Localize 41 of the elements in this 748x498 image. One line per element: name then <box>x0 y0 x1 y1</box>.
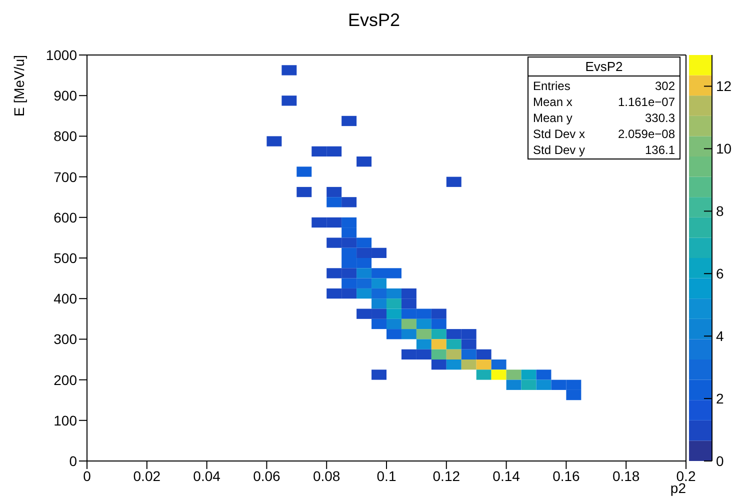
color-bar-label: 2 <box>716 390 724 407</box>
y-tick-label: 300 <box>54 331 78 348</box>
x-tick-label: 0.06 <box>253 468 281 484</box>
y-tick-label: 800 <box>54 128 78 144</box>
color-bar-label: 12 <box>716 78 732 94</box>
x-tick-label: 0.16 <box>552 468 580 484</box>
x-tick-label: 0.08 <box>312 468 340 484</box>
x-tick-label: 0.14 <box>492 468 520 484</box>
annotation: Std Dev y <box>533 143 586 157</box>
x-tick-label: 0.1 <box>376 468 396 484</box>
y-tick-label: 0 <box>69 452 78 469</box>
color-bar-label: 0 <box>716 453 724 469</box>
x-tick-label: 0.12 <box>432 468 460 484</box>
y-tick-label: 900 <box>54 88 78 104</box>
annotation: 1.161e−07 <box>618 95 676 109</box>
x-tick-label: 0 <box>83 468 92 484</box>
y-tick-label: 200 <box>54 372 78 388</box>
x-tick-label: 0.04 <box>193 468 221 484</box>
y-tick-label: 700 <box>54 168 78 185</box>
y-tick-label: 400 <box>54 290 78 307</box>
annotation: Entries <box>533 79 570 93</box>
annotation: Mean x <box>533 95 572 109</box>
color-bar-label: 8 <box>716 203 724 220</box>
y-tick-label: 500 <box>54 250 78 266</box>
annotation: 330.3 <box>644 111 676 125</box>
x-tick-label: 0.02 <box>133 468 161 484</box>
y-tick-label: 600 <box>54 209 78 226</box>
y-tick-label: 1000 <box>46 46 78 63</box>
annotation: Std Dev x <box>533 127 586 141</box>
annotation: 302 <box>654 79 676 93</box>
color-bar-label: 10 <box>716 140 732 157</box>
annotation: Mean y <box>533 111 572 125</box>
color-bar-label: 4 <box>716 328 724 344</box>
annotation: 2.059e−08 <box>618 127 676 141</box>
x-tick-label: 0.18 <box>612 468 640 484</box>
color-bar-label: 6 <box>716 266 724 282</box>
y-tick-label: 100 <box>54 412 78 428</box>
chart-title: EvsP2 <box>348 10 400 30</box>
annotation: EvsP2 <box>585 59 623 74</box>
annotation: 136.1 <box>644 143 676 157</box>
y-axis-title: E [MeV/u] <box>11 55 27 116</box>
